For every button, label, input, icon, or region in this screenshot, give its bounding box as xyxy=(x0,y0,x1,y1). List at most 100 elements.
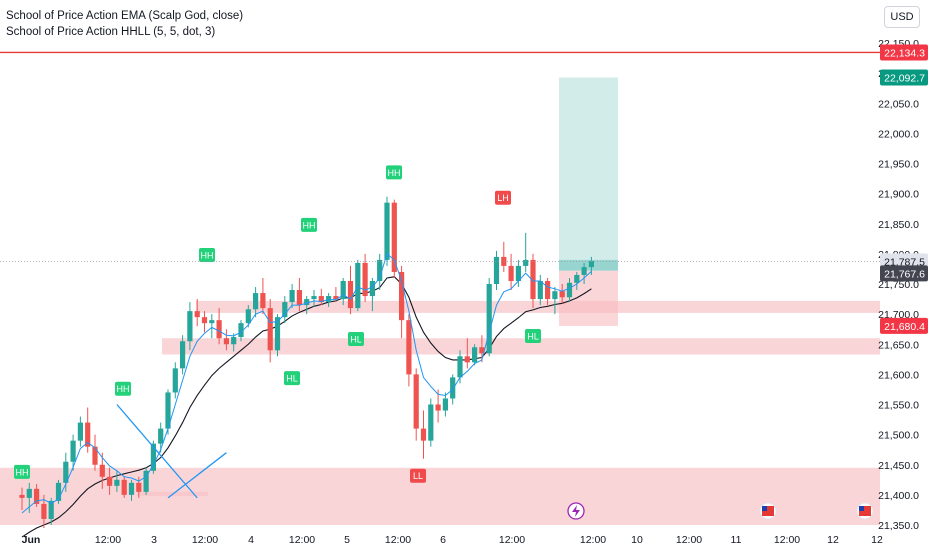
candle xyxy=(355,259,361,312)
candle-body xyxy=(523,259,529,266)
price-axis-tag[interactable]: 22,134.3 xyxy=(880,44,928,61)
candle xyxy=(479,335,485,363)
candle xyxy=(245,305,251,328)
candle-body xyxy=(566,282,573,298)
pivot-label-hh: HH xyxy=(199,247,215,262)
candle xyxy=(267,299,273,363)
indicator-legend: School of Price Action EMA (Scalp God, c… xyxy=(6,8,243,40)
candle xyxy=(377,253,383,291)
price-axis-tag[interactable]: 21,680.4 xyxy=(880,317,928,334)
candle xyxy=(121,476,127,498)
time-tick-label: 12:00 xyxy=(580,534,606,546)
candle-body xyxy=(479,347,485,354)
candle xyxy=(55,479,62,504)
candle-body xyxy=(55,482,62,501)
candle-body xyxy=(92,446,98,465)
price-axis: 22,150.022,100.022,050.022,000.021,950.0… xyxy=(878,38,928,532)
candle-body xyxy=(537,280,543,300)
pivot-label-bg xyxy=(495,190,511,205)
pivot-label-bg xyxy=(199,247,215,262)
pivot-label-bg xyxy=(284,371,300,386)
price-tick-label: 21,500.0 xyxy=(878,430,919,442)
lightning-bolt xyxy=(572,505,580,517)
us-flag-icon[interactable] xyxy=(856,502,874,520)
us-flag-icon[interactable] xyxy=(759,502,777,520)
candle xyxy=(209,314,215,339)
candle-body xyxy=(428,404,434,441)
candle xyxy=(114,470,120,492)
price-axis-tag[interactable]: 21,767.6 xyxy=(880,265,928,282)
candle xyxy=(63,452,69,492)
support-resistance-zones xyxy=(0,300,880,525)
candle xyxy=(77,416,83,447)
flag-stripes xyxy=(762,506,774,516)
trend-line-up[interactable] xyxy=(167,452,227,499)
candle xyxy=(435,389,441,423)
candle-body xyxy=(574,274,580,283)
candle-body xyxy=(201,317,208,324)
candle xyxy=(318,288,324,306)
candle-body xyxy=(194,311,200,318)
time-tick-label: 3 xyxy=(151,534,157,546)
currency-button[interactable]: USD xyxy=(884,6,920,28)
candle-body xyxy=(150,443,156,471)
price-tick-label: 21,350.0 xyxy=(878,520,919,532)
candle-body xyxy=(413,374,419,429)
price-tick-label: 21,950.0 xyxy=(878,159,919,171)
legend-hhll[interactable]: School of Price Action HHLL (5, 5, dot, … xyxy=(6,26,216,38)
ema-fast-line xyxy=(21,253,592,514)
candle xyxy=(172,362,178,399)
price-tick-label: 21,750.0 xyxy=(878,279,919,291)
supply-demand-zone[interactable] xyxy=(162,338,880,355)
candle xyxy=(223,329,229,351)
candle xyxy=(399,265,405,339)
candle xyxy=(34,484,40,507)
lightning-icon[interactable] xyxy=(567,502,585,520)
price-axis-tag-bg xyxy=(880,317,928,334)
entry-area[interactable] xyxy=(559,259,618,271)
pivot-label-text: LL xyxy=(413,471,423,481)
candle-body xyxy=(355,262,361,309)
candle xyxy=(201,311,208,333)
candle xyxy=(48,497,54,525)
candle-body xyxy=(333,296,339,300)
candle-body xyxy=(158,428,164,444)
pivot-label-bg xyxy=(410,468,426,483)
pivot-label-text: HH xyxy=(16,467,29,477)
trend-line-down[interactable] xyxy=(116,404,198,499)
stop-loss-area[interactable] xyxy=(559,270,618,326)
candle-body xyxy=(296,290,302,306)
candle-body xyxy=(545,280,551,300)
candle-body xyxy=(384,202,390,260)
price-tick-label: 21,450.0 xyxy=(878,460,919,472)
candle-body xyxy=(399,271,405,321)
legend-ema[interactable]: School of Price Action EMA (Scalp God, c… xyxy=(6,10,244,22)
candle-body xyxy=(326,296,332,303)
price-tick-label: 21,900.0 xyxy=(878,189,919,201)
candle-body xyxy=(19,494,25,498)
candle-body xyxy=(34,488,40,504)
candle-body xyxy=(318,296,324,303)
candle xyxy=(472,344,478,366)
candle-body xyxy=(369,280,375,297)
take-profit-area[interactable] xyxy=(559,77,618,260)
pivot-label-text: HH xyxy=(303,220,316,230)
time-tick-label: 12:00 xyxy=(95,534,121,546)
candle xyxy=(260,277,266,315)
pivot-label-text: HH xyxy=(201,250,214,260)
candle xyxy=(406,314,412,387)
time-tick-label: 12 xyxy=(827,534,839,546)
candle xyxy=(289,284,295,309)
supply-demand-zone[interactable] xyxy=(196,300,880,313)
candle xyxy=(187,302,193,351)
time-tick-label: 12 xyxy=(871,534,883,546)
candle-body xyxy=(464,356,470,363)
candle-body xyxy=(245,309,251,324)
pivot-label-bg xyxy=(525,328,541,343)
candle xyxy=(457,350,463,384)
candle-body xyxy=(391,202,397,272)
price-axis-tag[interactable]: 22,092.7 xyxy=(880,69,928,86)
pivot-label-bg xyxy=(301,217,317,232)
candle-body xyxy=(223,338,229,345)
